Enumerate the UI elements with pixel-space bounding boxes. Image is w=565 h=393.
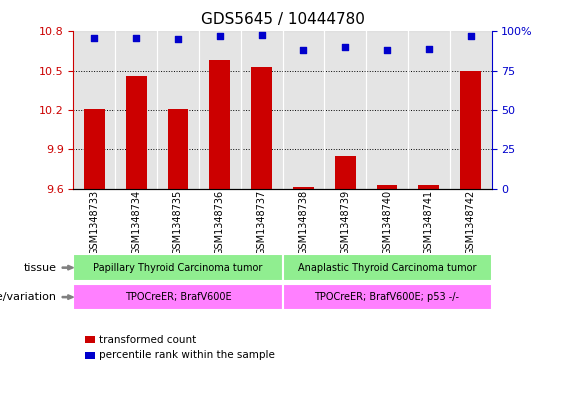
Bar xyxy=(115,31,157,189)
Text: percentile rank within the sample: percentile rank within the sample xyxy=(99,350,275,360)
Bar xyxy=(324,31,366,189)
Bar xyxy=(282,31,324,189)
Bar xyxy=(199,31,241,189)
Point xyxy=(424,46,433,52)
Bar xyxy=(460,71,481,189)
Point xyxy=(257,31,266,38)
Bar xyxy=(241,31,282,189)
Bar xyxy=(167,109,189,189)
Point xyxy=(173,36,182,42)
Point xyxy=(215,33,224,39)
Bar xyxy=(334,156,356,189)
Bar xyxy=(251,67,272,189)
Bar xyxy=(408,31,450,189)
Text: tissue: tissue xyxy=(24,263,56,273)
Text: TPOCreER; BrafV600E: TPOCreER; BrafV600E xyxy=(125,292,231,302)
Title: GDS5645 / 10444780: GDS5645 / 10444780 xyxy=(201,13,364,28)
Bar xyxy=(293,187,314,189)
Bar xyxy=(125,76,147,189)
Text: transformed count: transformed count xyxy=(99,334,196,345)
Bar xyxy=(157,31,199,189)
Text: Papillary Thyroid Carcinoma tumor: Papillary Thyroid Carcinoma tumor xyxy=(93,263,263,273)
Text: TPOCreER; BrafV600E; p53 -/-: TPOCreER; BrafV600E; p53 -/- xyxy=(315,292,459,302)
Bar xyxy=(366,31,408,189)
Point xyxy=(90,35,99,41)
Bar xyxy=(450,31,492,189)
Bar xyxy=(84,109,105,189)
Bar xyxy=(209,60,231,189)
Point xyxy=(132,35,141,41)
Point xyxy=(466,33,475,39)
Text: Anaplastic Thyroid Carcinoma tumor: Anaplastic Thyroid Carcinoma tumor xyxy=(298,263,476,273)
Bar xyxy=(377,185,398,189)
Bar xyxy=(418,185,440,189)
Text: genotype/variation: genotype/variation xyxy=(0,292,56,302)
Point xyxy=(299,47,308,53)
Bar xyxy=(73,31,115,189)
Point xyxy=(341,44,350,50)
Point xyxy=(383,47,392,53)
